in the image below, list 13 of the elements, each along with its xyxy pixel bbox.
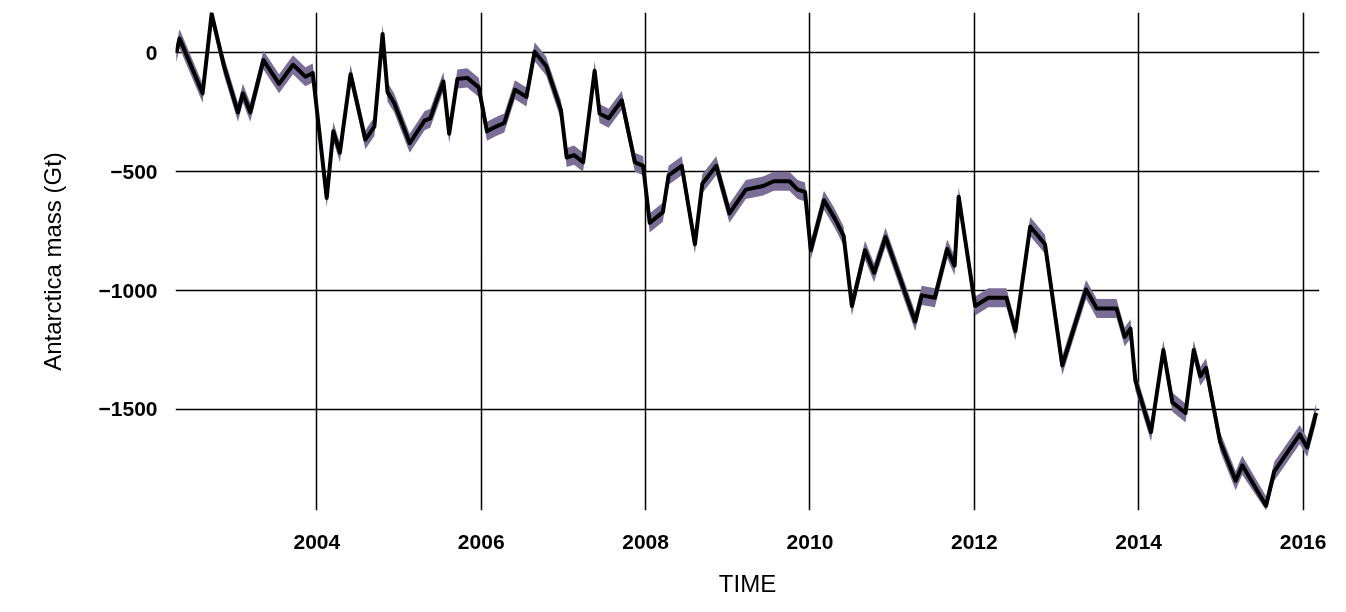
y-axis-title: Antarctica mass (Gt) <box>38 152 66 371</box>
x-tick-label: 2010 <box>786 529 834 553</box>
x-axis-title: TIME <box>718 569 777 597</box>
y-tick-label: 0 <box>145 40 158 64</box>
x-tick-label: 2006 <box>457 529 505 553</box>
y-tick-label: −1000 <box>98 278 158 302</box>
x-tick-label: 2004 <box>293 529 341 553</box>
y-tick-label: −1500 <box>98 397 158 421</box>
y-tick-label: −500 <box>110 159 158 183</box>
x-tick-label: 2008 <box>622 529 670 553</box>
x-tick-label: 2016 <box>1279 529 1327 553</box>
x-tick-label: 2012 <box>950 529 998 553</box>
x-tick-label: 2014 <box>1115 529 1163 553</box>
